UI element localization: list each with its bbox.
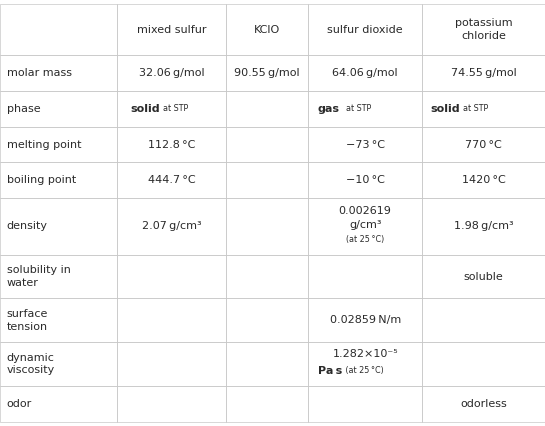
Text: −73 °C: −73 °C xyxy=(346,140,385,150)
Bar xyxy=(308,255,422,299)
Bar xyxy=(226,255,308,299)
Text: solid: solid xyxy=(431,104,460,114)
Bar xyxy=(308,127,422,162)
Bar xyxy=(422,91,545,127)
Bar xyxy=(117,127,226,162)
Text: 90.55 g/mol: 90.55 g/mol xyxy=(234,68,300,78)
Text: 0.002619: 0.002619 xyxy=(338,206,392,216)
Bar xyxy=(117,162,226,198)
Text: 444.7 °C: 444.7 °C xyxy=(148,175,196,185)
Bar xyxy=(422,299,545,342)
Text: 64.06 g/mol: 64.06 g/mol xyxy=(332,68,398,78)
Bar xyxy=(0,255,117,299)
Bar xyxy=(117,255,226,299)
Text: solid: solid xyxy=(131,104,160,114)
Bar xyxy=(226,386,308,422)
Text: (at 25 °C): (at 25 °C) xyxy=(343,366,384,375)
Text: at STP: at STP xyxy=(458,104,488,113)
Bar xyxy=(226,162,308,198)
Bar xyxy=(117,4,226,55)
Bar xyxy=(422,342,545,386)
Bar xyxy=(226,342,308,386)
Text: 2.07 g/cm³: 2.07 g/cm³ xyxy=(142,222,202,231)
Text: g/cm³: g/cm³ xyxy=(349,220,382,230)
Bar xyxy=(308,342,422,386)
Bar xyxy=(226,91,308,127)
Bar xyxy=(0,198,117,255)
Bar xyxy=(308,91,422,127)
Bar xyxy=(308,162,422,198)
Bar xyxy=(0,299,117,342)
Bar xyxy=(0,386,117,422)
Text: −10 °C: −10 °C xyxy=(346,175,385,185)
Bar xyxy=(117,55,226,91)
Text: 0.02859 N/m: 0.02859 N/m xyxy=(330,315,401,325)
Bar xyxy=(226,55,308,91)
Bar xyxy=(308,55,422,91)
Bar xyxy=(422,127,545,162)
Bar xyxy=(422,198,545,255)
Text: 74.55 g/mol: 74.55 g/mol xyxy=(451,68,517,78)
Text: dynamic
viscosity: dynamic viscosity xyxy=(7,353,55,375)
Text: 770 °C: 770 °C xyxy=(465,140,502,150)
Bar xyxy=(422,255,545,299)
Text: 1.282×10⁻⁵: 1.282×10⁻⁵ xyxy=(332,349,398,360)
Bar xyxy=(0,55,117,91)
Bar xyxy=(422,4,545,55)
Bar xyxy=(0,4,117,55)
Text: sulfur dioxide: sulfur dioxide xyxy=(328,25,403,35)
Bar xyxy=(117,299,226,342)
Text: potassium
chloride: potassium chloride xyxy=(455,18,512,41)
Bar xyxy=(422,55,545,91)
Bar xyxy=(308,386,422,422)
Text: 32.06 g/mol: 32.06 g/mol xyxy=(139,68,204,78)
Bar xyxy=(0,342,117,386)
Bar xyxy=(117,342,226,386)
Text: molar mass: molar mass xyxy=(7,68,71,78)
Bar xyxy=(0,127,117,162)
Text: melting point: melting point xyxy=(7,140,81,150)
Text: soluble: soluble xyxy=(464,271,504,282)
Bar xyxy=(0,91,117,127)
Text: 1420 °C: 1420 °C xyxy=(462,175,506,185)
Bar xyxy=(308,299,422,342)
Bar xyxy=(226,4,308,55)
Text: mixed sulfur: mixed sulfur xyxy=(137,25,207,35)
Bar xyxy=(308,4,422,55)
Bar xyxy=(226,299,308,342)
Text: 1.98 g/cm³: 1.98 g/cm³ xyxy=(454,222,513,231)
Text: boiling point: boiling point xyxy=(7,175,76,185)
Bar xyxy=(308,198,422,255)
Bar xyxy=(422,162,545,198)
Text: solubility in
water: solubility in water xyxy=(7,265,70,288)
Text: density: density xyxy=(7,222,47,231)
Bar xyxy=(117,386,226,422)
Text: surface
tension: surface tension xyxy=(7,309,48,331)
Text: Pa s: Pa s xyxy=(318,366,342,376)
Text: KClO: KClO xyxy=(254,25,280,35)
Bar xyxy=(117,91,226,127)
Bar xyxy=(0,162,117,198)
Text: odor: odor xyxy=(7,399,32,409)
Bar xyxy=(226,198,308,255)
Text: at STP: at STP xyxy=(341,104,371,113)
Text: phase: phase xyxy=(7,104,40,114)
Text: odorless: odorless xyxy=(461,399,507,409)
Text: at STP: at STP xyxy=(158,104,189,113)
Text: (at 25 °C): (at 25 °C) xyxy=(346,235,384,244)
Bar xyxy=(117,198,226,255)
Text: 112.8 °C: 112.8 °C xyxy=(148,140,195,150)
Text: gas: gas xyxy=(318,104,340,114)
Bar xyxy=(226,127,308,162)
Bar xyxy=(422,386,545,422)
